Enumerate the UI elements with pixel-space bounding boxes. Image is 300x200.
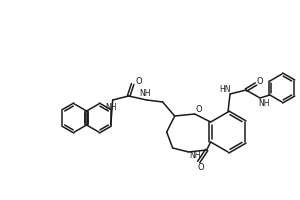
Text: NH: NH: [258, 98, 270, 108]
Text: O: O: [135, 76, 142, 86]
Text: O: O: [195, 104, 202, 114]
Text: NH: NH: [189, 150, 200, 160]
Text: HN: HN: [219, 86, 231, 95]
Text: O: O: [257, 76, 263, 86]
Text: NH: NH: [139, 90, 150, 98]
Text: O: O: [197, 162, 204, 171]
Text: NH: NH: [105, 102, 116, 112]
